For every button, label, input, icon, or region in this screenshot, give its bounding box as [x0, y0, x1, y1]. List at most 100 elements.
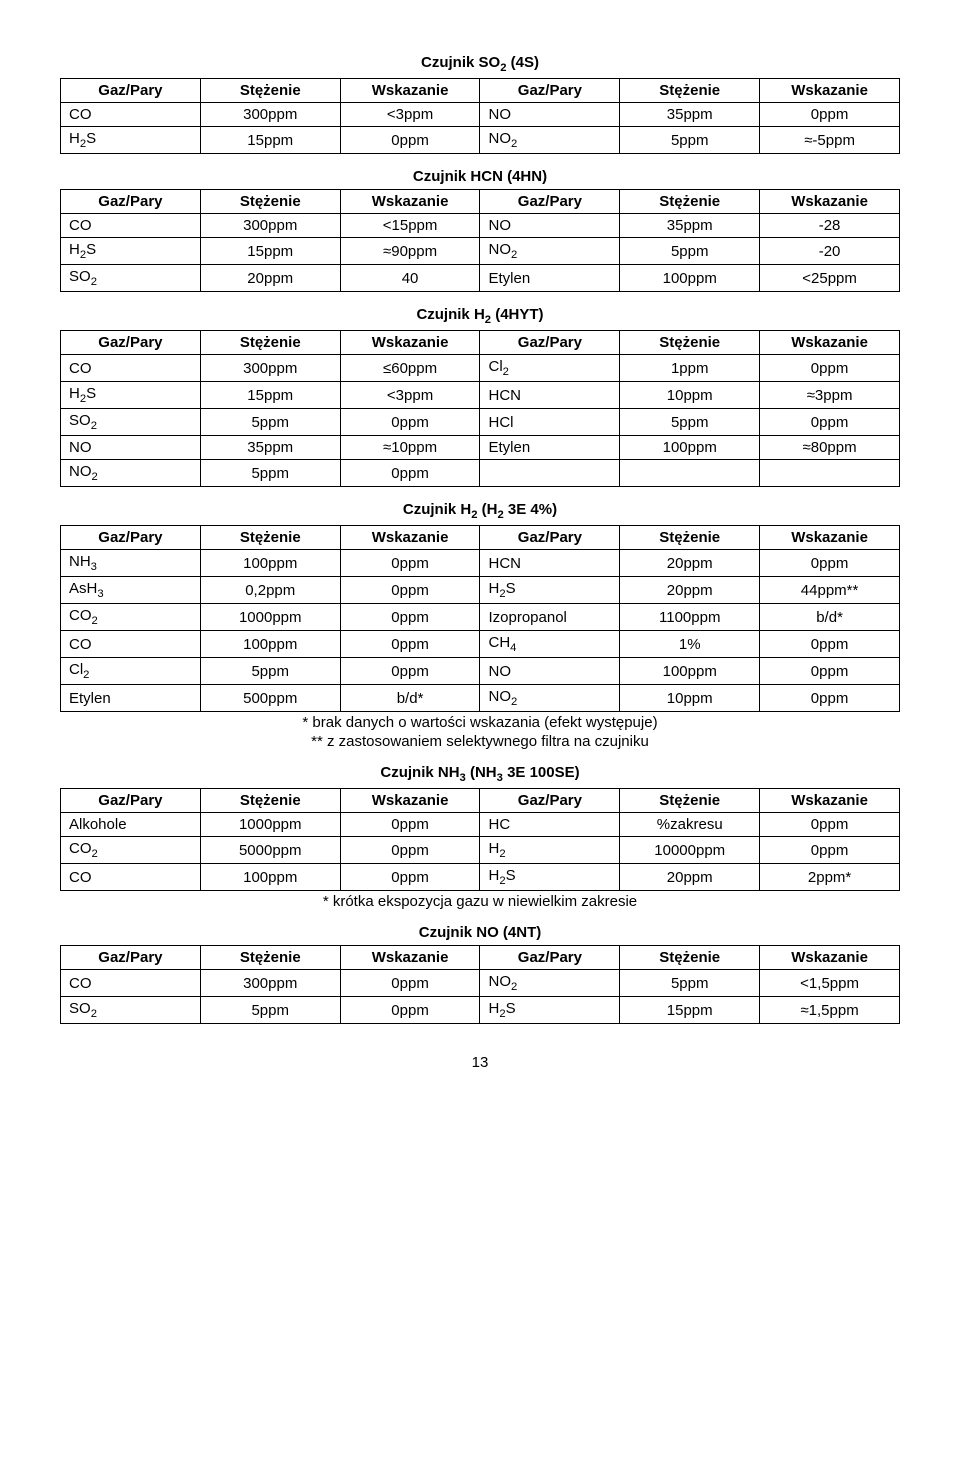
table-cell: NO [480, 214, 620, 238]
table-cell: 15ppm [200, 127, 340, 154]
table-cell: 1ppm [620, 355, 760, 382]
table-cell: SO2 [61, 997, 201, 1024]
table-title: Czujnik SO2 (4S) [60, 54, 900, 74]
table-cell: 0ppm [340, 550, 480, 577]
column-header: Gaz/Pary [480, 526, 620, 550]
table-cell: 20ppm [620, 864, 760, 891]
table-footnote: * brak danych o wartości wskazania (efek… [60, 714, 900, 731]
column-header: Gaz/Pary [61, 79, 201, 103]
table-cell: CO [61, 214, 201, 238]
table-title: Czujnik HCN (4HN) [60, 168, 900, 185]
table-cell: NO2 [61, 460, 201, 487]
table-cell: 5000ppm [200, 837, 340, 864]
column-header: Wskazanie [760, 946, 900, 970]
table-cell: HCN [480, 382, 620, 409]
table-row: CO300ppm≤60ppmCl21ppm0ppm [61, 355, 900, 382]
table-cell: 100ppm [200, 864, 340, 891]
column-header: Stężenie [200, 190, 340, 214]
table-cell: Etylen [480, 436, 620, 460]
table-cell: 300ppm [200, 970, 340, 997]
table-cell: 35ppm [620, 103, 760, 127]
table-cell: ≈1,5ppm [760, 997, 900, 1024]
column-header: Gaz/Pary [480, 331, 620, 355]
table-cell: 5ppm [200, 409, 340, 436]
table-row: NH3100ppm0ppmHCN20ppm0ppm [61, 550, 900, 577]
table-row: CO100ppm0ppmCH41%0ppm [61, 631, 900, 658]
table-cell: H2 [480, 837, 620, 864]
column-header: Wskazanie [340, 190, 480, 214]
table-cell: 5ppm [200, 997, 340, 1024]
table-cell: 100ppm [620, 265, 760, 292]
table-row: CO300ppm<3ppmNO35ppm0ppm [61, 103, 900, 127]
table-cell: HCl [480, 409, 620, 436]
table-cell: <25ppm [760, 265, 900, 292]
table-cell: <3ppm [340, 103, 480, 127]
table-cell: CO [61, 103, 201, 127]
sensor-table: Gaz/ParyStężenieWskazanieGaz/ParyStężeni… [60, 788, 900, 891]
table-cell: -28 [760, 214, 900, 238]
table-cell: 44ppm** [760, 577, 900, 604]
table-cell: 0ppm [760, 631, 900, 658]
column-header: Gaz/Pary [61, 331, 201, 355]
table-cell: 0ppm [340, 460, 480, 487]
column-header: Stężenie [200, 526, 340, 550]
table-cell: <3ppm [340, 382, 480, 409]
table-cell: 35ppm [200, 436, 340, 460]
table-cell: 5ppm [620, 409, 760, 436]
table-cell: 0ppm [760, 409, 900, 436]
table-cell: 1000ppm [200, 813, 340, 837]
table-row: Cl25ppm0ppmNO100ppm0ppm [61, 658, 900, 685]
column-header: Gaz/Pary [61, 526, 201, 550]
table-cell: 0ppm [340, 813, 480, 837]
table-cell: 15ppm [620, 997, 760, 1024]
table-cell: 0ppm [760, 813, 900, 837]
sensor-table: Gaz/ParyStężenieWskazanieGaz/ParyStężeni… [60, 945, 900, 1024]
table-cell: 10ppm [620, 685, 760, 712]
table-cell: NO2 [480, 127, 620, 154]
table-row: AsH30,2ppm0ppmH2S20ppm44ppm** [61, 577, 900, 604]
table-title: Czujnik H2 (H2 3E 4%) [60, 501, 900, 521]
table-cell: H2S [480, 577, 620, 604]
table-cell: H2S [61, 127, 201, 154]
table-cell: 0ppm [760, 550, 900, 577]
table-cell: 20ppm [620, 577, 760, 604]
table-row: NO35ppm≈10ppmEtylen100ppm≈80ppm [61, 436, 900, 460]
table-cell: ≤60ppm [340, 355, 480, 382]
table-row: H2S15ppm<3ppmHCN10ppm≈3ppm [61, 382, 900, 409]
table-cell: 0ppm [340, 837, 480, 864]
table-cell: 1% [620, 631, 760, 658]
table-cell: 0ppm [760, 658, 900, 685]
table-cell: Alkohole [61, 813, 201, 837]
table-cell: <1,5ppm [760, 970, 900, 997]
table-row: CO21000ppm0ppmIzopropanol1100ppmb/d* [61, 604, 900, 631]
table-cell: H2S [480, 864, 620, 891]
table-cell: 15ppm [200, 238, 340, 265]
table-cell: 300ppm [200, 103, 340, 127]
column-header: Wskazanie [760, 331, 900, 355]
table-cell: 300ppm [200, 355, 340, 382]
table-cell: NO [61, 436, 201, 460]
column-header: Gaz/Pary [480, 79, 620, 103]
table-cell: CO [61, 631, 201, 658]
sensor-table: Gaz/ParyStężenieWskazanieGaz/ParyStężeni… [60, 189, 900, 292]
table-cell: ≈80ppm [760, 436, 900, 460]
table-cell [760, 460, 900, 487]
column-header: Gaz/Pary [480, 789, 620, 813]
table-row: SO25ppm0ppmH2S15ppm≈1,5ppm [61, 997, 900, 1024]
table-cell: 40 [340, 265, 480, 292]
column-header: Stężenie [200, 789, 340, 813]
table-cell: 15ppm [200, 382, 340, 409]
column-header: Stężenie [620, 526, 760, 550]
table-cell: 10ppm [620, 382, 760, 409]
table-row: H2S15ppm≈90ppmNO25ppm-20 [61, 238, 900, 265]
table-cell: 100ppm [200, 631, 340, 658]
table-cell: CO [61, 970, 201, 997]
table-cell: Etylen [61, 685, 201, 712]
table-cell: 0ppm [760, 355, 900, 382]
table-cell: b/d* [340, 685, 480, 712]
table-header-row: Gaz/ParyStężenieWskazanieGaz/ParyStężeni… [61, 946, 900, 970]
column-header: Wskazanie [760, 190, 900, 214]
table-cell: H2S [61, 382, 201, 409]
table-header-row: Gaz/ParyStężenieWskazanieGaz/ParyStężeni… [61, 190, 900, 214]
table-cell: 0ppm [340, 970, 480, 997]
